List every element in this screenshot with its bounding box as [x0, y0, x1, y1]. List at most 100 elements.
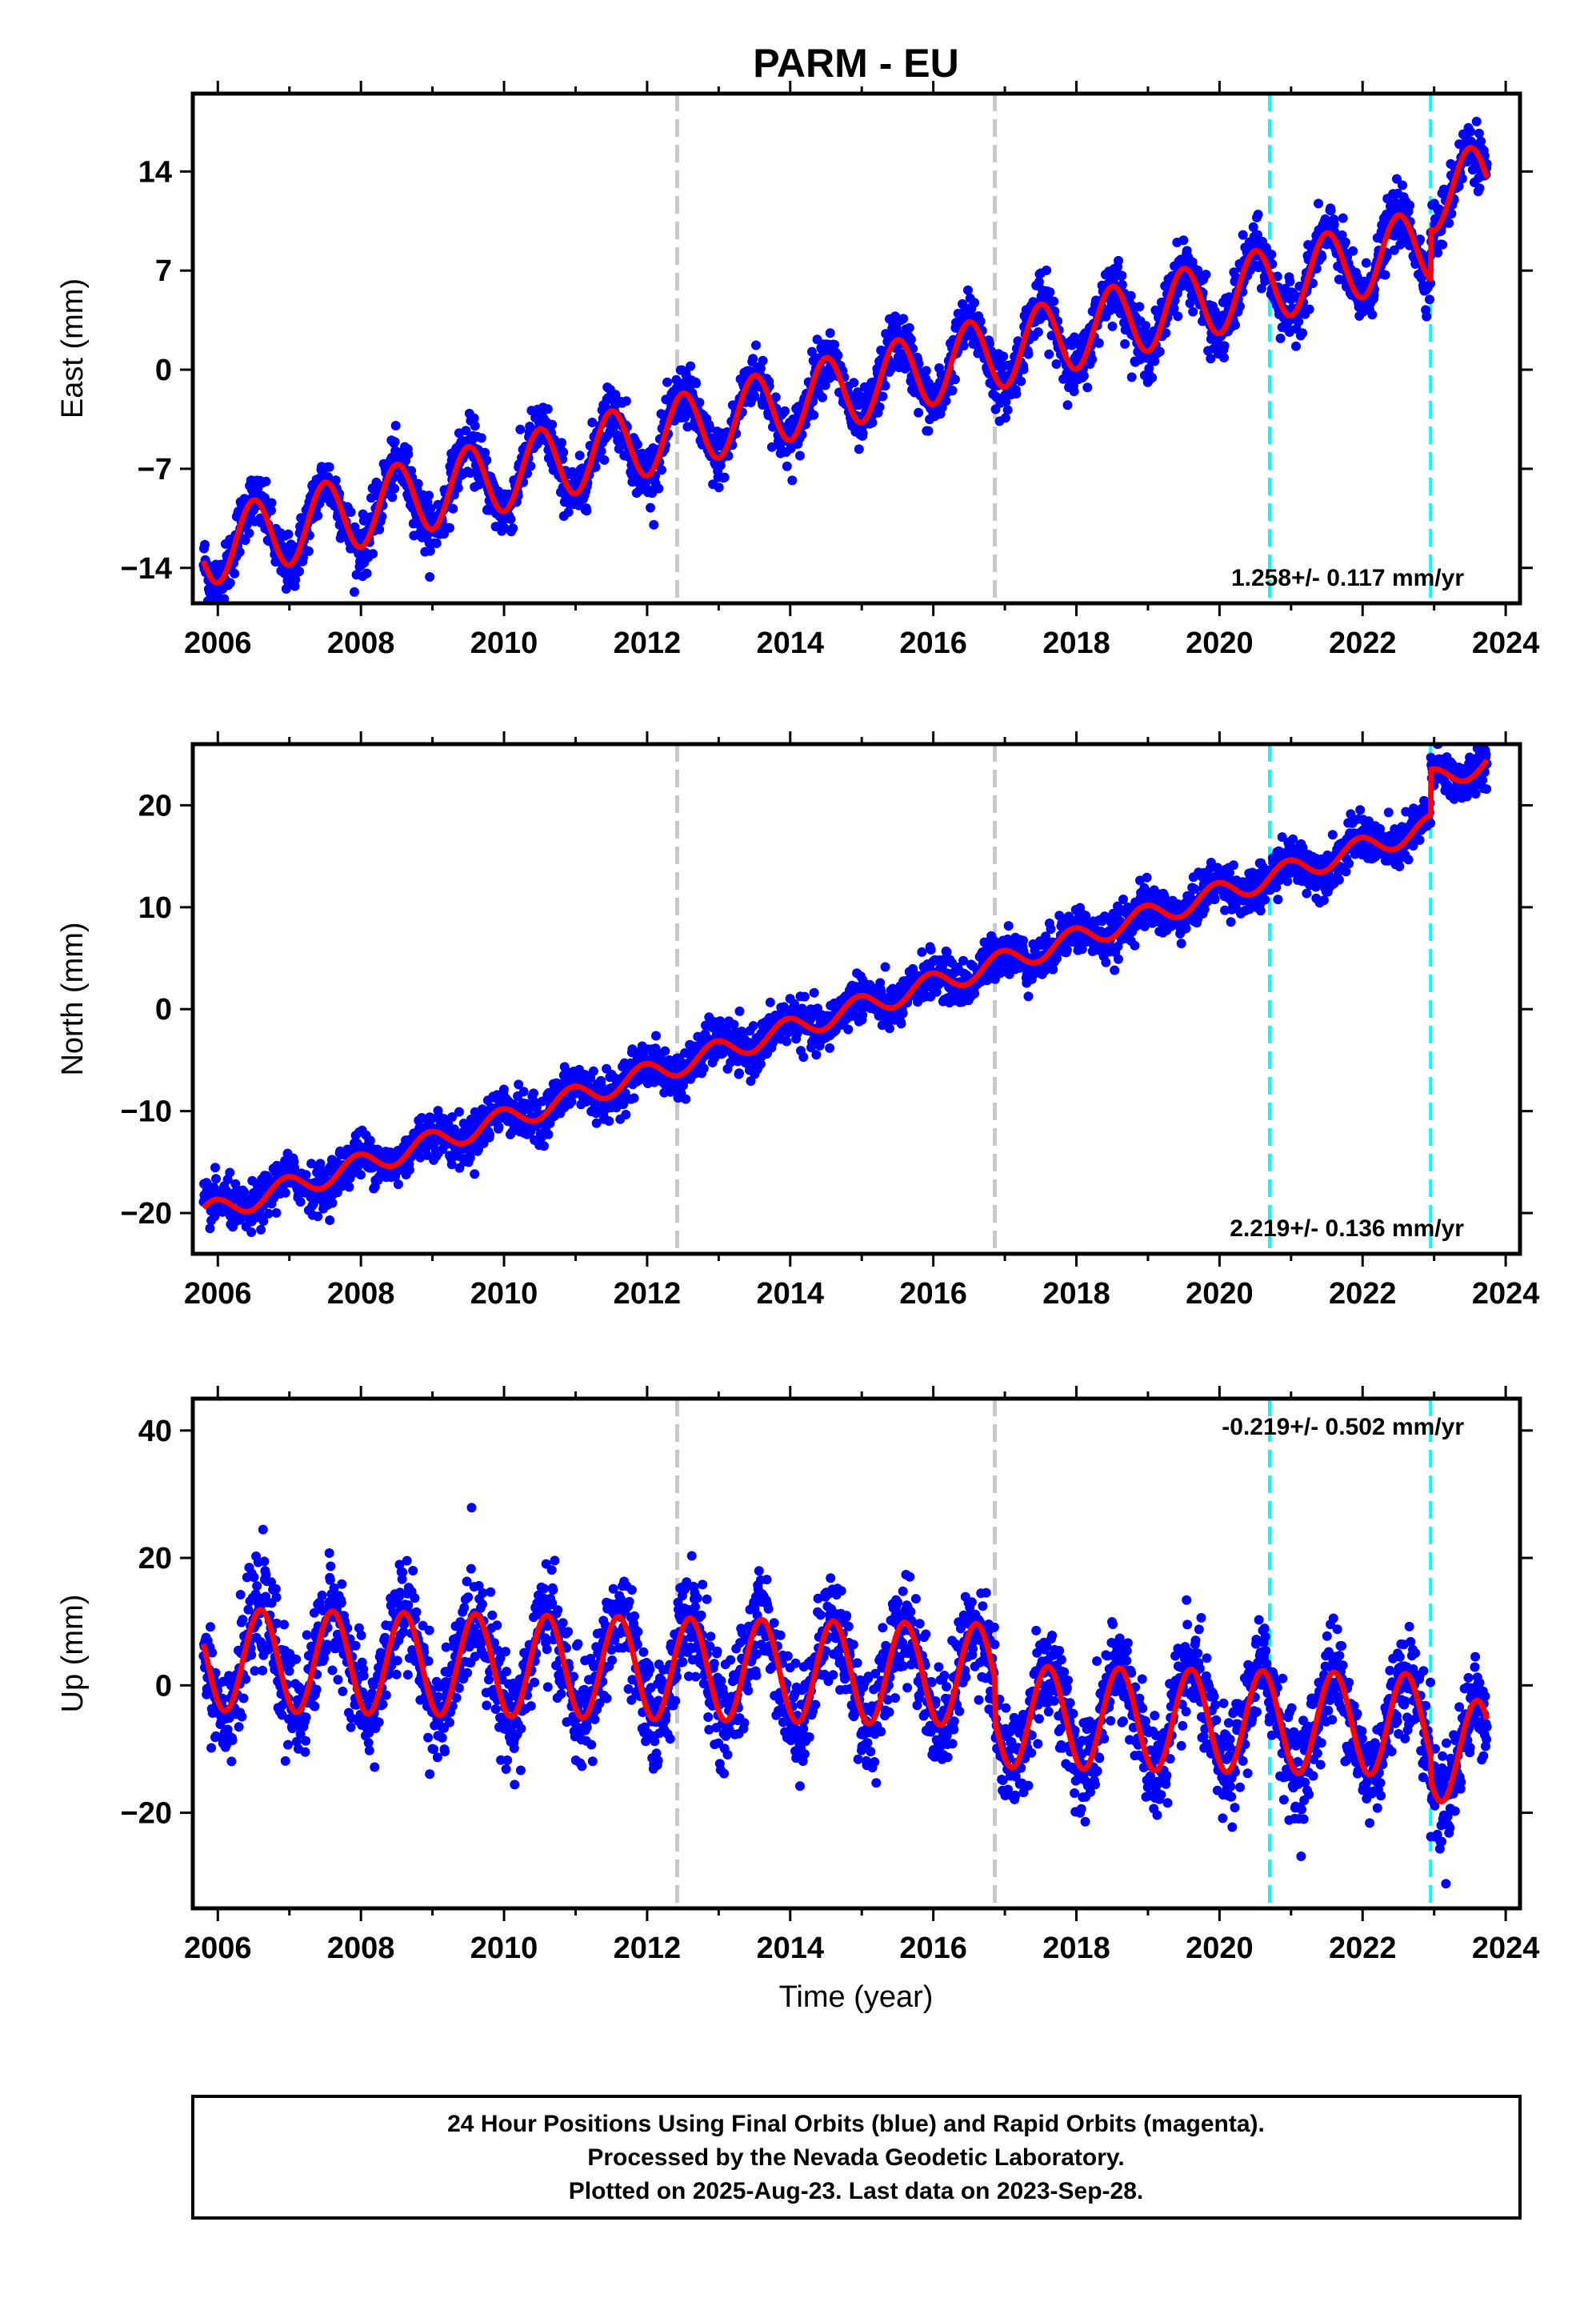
data-point — [327, 1198, 338, 1208]
data-point — [748, 354, 758, 364]
data-point — [1338, 213, 1348, 223]
data-point — [482, 455, 492, 465]
data-point — [526, 461, 536, 471]
y-tick-label: −14 — [121, 552, 172, 586]
data-point — [1018, 364, 1029, 374]
data-point — [878, 391, 888, 402]
data-point — [1011, 389, 1022, 399]
data-point — [542, 404, 553, 414]
data-point — [431, 538, 442, 548]
data-point — [787, 475, 798, 486]
data-point — [914, 407, 924, 418]
data-point — [1003, 921, 1014, 931]
data-point — [294, 566, 304, 577]
data-point — [390, 437, 400, 447]
data-point — [698, 1063, 709, 1074]
y-tick-label: 14 — [138, 155, 172, 189]
x-tick-label: 2006 — [184, 627, 252, 660]
x-tick-label: 2016 — [899, 627, 967, 660]
data-point — [1219, 353, 1229, 362]
data-point — [547, 419, 558, 430]
data-point — [200, 539, 210, 550]
chart-title: PARM - EU — [753, 41, 958, 86]
data-point — [374, 524, 385, 534]
data-point — [758, 355, 768, 366]
data-point — [923, 426, 934, 436]
data-point — [914, 358, 924, 369]
data-point — [1023, 349, 1034, 359]
data-point — [1066, 340, 1077, 350]
data-point — [1253, 210, 1263, 220]
data-point — [324, 462, 334, 472]
data-point — [498, 522, 509, 533]
data-point — [563, 507, 574, 517]
data-point — [301, 1170, 311, 1180]
data-point — [947, 386, 958, 396]
data-point — [298, 553, 308, 562]
data-point — [256, 1224, 266, 1235]
data-point — [266, 498, 277, 508]
data-point — [518, 1087, 529, 1097]
data-point — [557, 438, 567, 448]
data-point — [799, 991, 810, 1002]
data-point — [1326, 206, 1336, 216]
y-tick-label: 0 — [155, 354, 172, 387]
data-point — [843, 1024, 854, 1035]
x-tick-label: 2020 — [1186, 627, 1254, 660]
data-point — [691, 378, 702, 389]
data-point — [393, 1179, 403, 1190]
data-point — [1078, 370, 1089, 381]
data-point — [874, 402, 885, 412]
data-point — [820, 380, 830, 390]
data-point — [453, 482, 463, 493]
data-point — [303, 546, 314, 556]
data-point — [880, 962, 890, 972]
data-point — [1398, 180, 1407, 190]
data-point — [1000, 413, 1010, 423]
data-point — [970, 988, 980, 999]
data-point — [807, 346, 817, 357]
data-point — [508, 523, 518, 534]
data-point — [1317, 252, 1327, 262]
data-point — [798, 1052, 809, 1063]
data-point — [448, 503, 458, 514]
data-point — [629, 1093, 639, 1103]
data-point — [1114, 255, 1123, 266]
data-point — [1126, 372, 1137, 382]
data-point — [465, 1152, 475, 1163]
data-point — [906, 334, 916, 345]
data-point — [283, 529, 294, 539]
data-point — [234, 546, 245, 557]
data-point — [445, 522, 454, 533]
y-tick-label: 7 — [155, 254, 172, 288]
data-point — [461, 426, 471, 436]
data-point — [344, 1182, 354, 1192]
data-point — [390, 483, 400, 494]
data-point — [1422, 311, 1432, 322]
data-point — [469, 413, 479, 423]
data-point — [1266, 250, 1277, 259]
x-tick-label: 2010 — [470, 627, 538, 660]
data-point — [1291, 341, 1301, 351]
data-point — [261, 476, 271, 486]
data-point — [1314, 198, 1323, 209]
data-point — [271, 1207, 282, 1218]
data-point — [1033, 327, 1043, 337]
data-point — [1069, 386, 1079, 397]
data-point — [858, 428, 868, 438]
data-point — [325, 1215, 335, 1225]
data-point — [782, 461, 792, 471]
data-point — [1044, 349, 1054, 359]
data-point — [830, 339, 840, 350]
data-point — [765, 997, 775, 1007]
data-point — [403, 449, 414, 459]
data-point — [356, 1170, 366, 1180]
data-point — [522, 468, 532, 478]
data-point — [346, 507, 356, 517]
data-point — [377, 511, 387, 522]
data-point — [246, 1227, 257, 1237]
data-point — [657, 465, 666, 475]
data-point — [608, 422, 618, 433]
data-point — [210, 1163, 220, 1173]
